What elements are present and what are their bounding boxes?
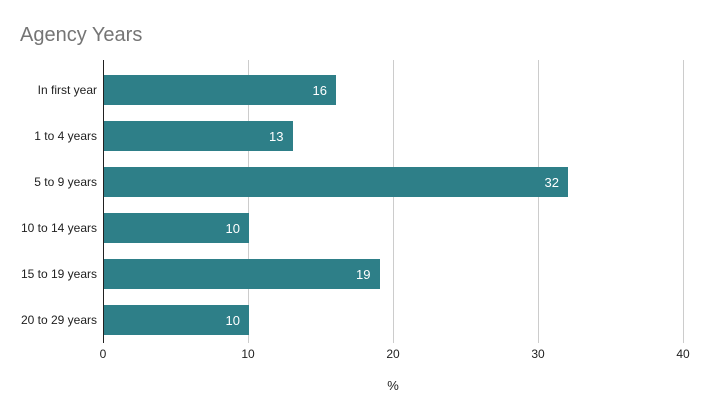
x-tick-label-40: 40 [676,347,690,361]
gridline-x-20 [393,60,394,343]
category-label-2: 1 to 4 years [34,129,97,143]
bar-value-label: 16 [312,82,327,98]
x-tick-label-20: 20 [386,347,400,361]
bar-4: 10 [104,213,249,243]
bar-value-label: 10 [225,220,240,236]
bar-3: 32 [104,167,568,197]
bar-value-label: 10 [225,312,240,328]
y-axis-baseline [103,60,104,343]
bar-2: 13 [104,121,293,151]
x-tick-label-0: 0 [99,347,107,361]
category-label-5: 15 to 19 years [20,267,97,281]
bar-6: 10 [104,305,249,335]
category-label-4: 10 to 14 years [20,221,97,235]
gridline-x-40 [683,60,684,343]
plot-area: 16 13 32 10 19 10 [103,60,684,343]
gridline-x-10 [248,60,249,343]
x-tick-label-10: 10 [241,347,255,361]
bar-1: 16 [104,75,336,105]
x-tick-label-30: 30 [531,347,545,361]
category-label-1: In first year [37,83,97,97]
bar-value-label: 19 [356,266,371,282]
x-axis-title: % [387,378,399,393]
bar-value-label: 13 [269,128,284,144]
category-label-3: 5 to 9 years [34,175,97,189]
chart-title: Agency Years [20,24,143,46]
bar-5: 19 [104,259,380,289]
bar-value-label: 32 [544,174,559,190]
category-label-6: 20 to 29 years [20,313,97,327]
gridline-x-30 [538,60,539,343]
